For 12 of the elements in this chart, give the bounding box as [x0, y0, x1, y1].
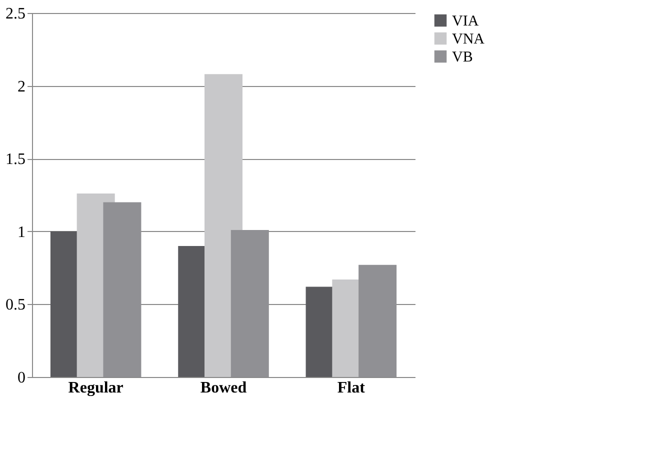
y-tick-label: 0.5 — [6, 296, 26, 314]
legend-label: VB — [452, 50, 473, 66]
y-tick-label: 1 — [18, 224, 26, 241]
y-tick-label: 2 — [18, 78, 26, 96]
y-tick-label: 2.5 — [6, 6, 26, 22]
x-tick-label: Bowed — [200, 380, 247, 396]
x-tick-label: Regular — [68, 380, 124, 396]
y-tick-label: 1.5 — [6, 151, 26, 168]
x-tick-label: Flat — [337, 380, 366, 396]
y-tick-label: 0 — [18, 370, 26, 386]
legend-label: VNA — [452, 32, 485, 48]
legend-label: VIA — [452, 14, 479, 30]
